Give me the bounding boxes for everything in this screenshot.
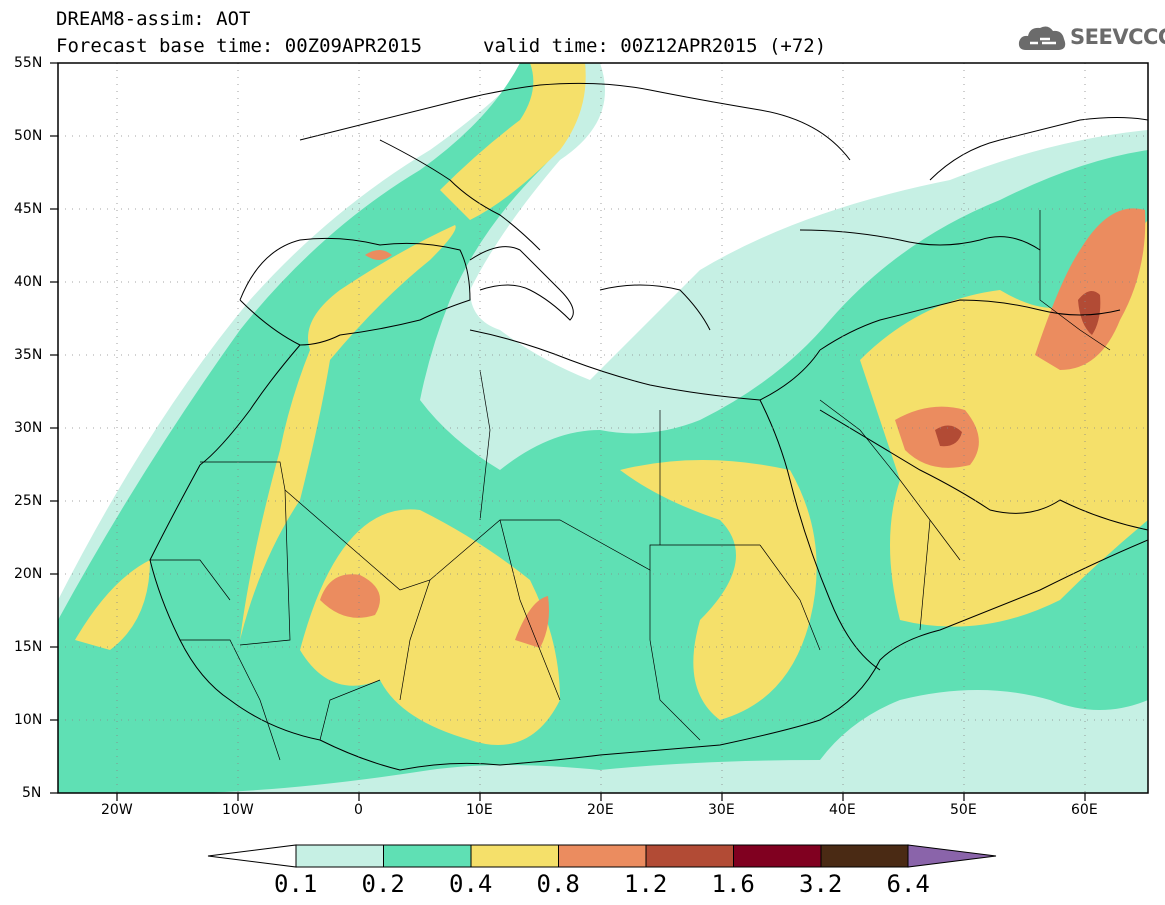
lon-label: 0 bbox=[354, 802, 363, 818]
country-borders bbox=[150, 210, 1111, 761]
lat-label: 5N bbox=[22, 785, 42, 801]
aot-map bbox=[50, 62, 1149, 801]
lon-label: 10W bbox=[222, 802, 254, 818]
lat-label: 10N bbox=[14, 712, 43, 728]
lon-label: 50E bbox=[950, 802, 977, 818]
colorbar-label: 1.6 bbox=[711, 870, 755, 898]
colorbar-swatch bbox=[645, 844, 734, 868]
colorbar-swatch bbox=[820, 844, 909, 868]
lon-label: 30E bbox=[708, 802, 735, 818]
lon-label: 20E bbox=[587, 802, 614, 818]
logo-text: SEEVCCC bbox=[1070, 25, 1165, 49]
colorbar-swatch bbox=[470, 844, 559, 868]
lat-label: 25N bbox=[14, 493, 43, 509]
colorbar-label: 6.4 bbox=[886, 870, 930, 898]
title-base-time: Forecast base time: 00Z09APR2015 bbox=[56, 35, 423, 57]
colorbar-label: 3.2 bbox=[799, 870, 843, 898]
lat-label: 55N bbox=[14, 55, 43, 71]
colorbar-under-arrow bbox=[207, 844, 297, 868]
lat-label: 30N bbox=[14, 420, 43, 436]
colorbar-swatch bbox=[733, 844, 822, 868]
colorbar-swatch bbox=[295, 844, 384, 868]
lat-label: 50N bbox=[14, 128, 43, 144]
lat-label: 45N bbox=[14, 201, 43, 217]
lon-label: 10E bbox=[466, 802, 493, 818]
aot-contour-0.4 bbox=[75, 63, 1148, 745]
colorbar-over-arrow bbox=[907, 844, 997, 868]
lat-label: 35N bbox=[14, 347, 43, 363]
lon-label: 60E bbox=[1071, 802, 1098, 818]
lon-label: 40E bbox=[829, 802, 856, 818]
lat-label: 40N bbox=[14, 274, 43, 290]
colorbar-label: 0.4 bbox=[449, 870, 493, 898]
colorbar-swatch bbox=[383, 844, 472, 868]
title-valid-time: valid time: 00Z12APR2015 (+72) bbox=[483, 35, 827, 57]
cloud-icon bbox=[1018, 26, 1066, 50]
colorbar-label: 0.8 bbox=[536, 870, 580, 898]
aot-contour-1.2 bbox=[935, 291, 1101, 447]
gridlines bbox=[58, 63, 1148, 793]
title-variable: DREAM8-assim: AOT bbox=[56, 8, 251, 30]
coastlines bbox=[149, 82, 1148, 771]
seevccc-logo: SEEVCCC bbox=[1018, 22, 1165, 56]
colorbar-label: 1.2 bbox=[624, 870, 668, 898]
colorbar-swatch bbox=[558, 844, 647, 868]
colorbar-label: 0.1 bbox=[274, 870, 318, 898]
lat-label: 20N bbox=[14, 566, 43, 582]
colorbar-label: 0.2 bbox=[361, 870, 405, 898]
axis-ticks bbox=[50, 62, 1086, 801]
aot-field bbox=[58, 63, 1148, 793]
lon-label: 20W bbox=[101, 802, 133, 818]
lat-label: 15N bbox=[14, 639, 43, 655]
